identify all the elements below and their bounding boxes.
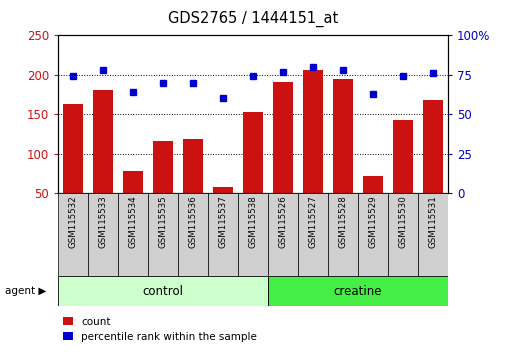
Legend: count, percentile rank within the sample: count, percentile rank within the sample (63, 316, 257, 342)
Bar (417, 193, 447, 276)
Bar (297, 193, 327, 276)
Text: GSM115538: GSM115538 (248, 195, 257, 248)
Text: creatine: creatine (333, 285, 381, 298)
Bar (363, 176, 382, 193)
Text: GSM115534: GSM115534 (128, 195, 137, 248)
Bar (327, 193, 357, 276)
Bar (243, 112, 262, 193)
Bar (208, 193, 237, 276)
Text: GSM115526: GSM115526 (278, 195, 287, 248)
Text: agent ▶: agent ▶ (5, 286, 46, 296)
Text: GSM115530: GSM115530 (397, 195, 407, 248)
Bar (118, 193, 148, 276)
Bar (422, 100, 442, 193)
Bar (153, 141, 173, 193)
Bar (268, 276, 447, 306)
Bar (63, 104, 83, 193)
Bar (178, 193, 208, 276)
Bar (148, 193, 178, 276)
Bar (213, 187, 232, 193)
Text: GSM115536: GSM115536 (188, 195, 197, 248)
Text: GDS2765 / 1444151_at: GDS2765 / 1444151_at (168, 10, 337, 27)
Bar (332, 79, 352, 193)
Bar (183, 138, 203, 193)
Bar (273, 82, 292, 193)
Bar (58, 276, 268, 306)
Text: GSM115533: GSM115533 (98, 195, 108, 248)
Text: GSM115532: GSM115532 (69, 195, 78, 248)
Bar (93, 90, 113, 193)
Bar (268, 193, 297, 276)
Text: GSM115529: GSM115529 (368, 195, 377, 248)
Bar (357, 193, 387, 276)
Text: GSM115527: GSM115527 (308, 195, 317, 248)
Text: GSM115528: GSM115528 (338, 195, 347, 248)
Bar (392, 120, 412, 193)
Bar (58, 193, 88, 276)
Text: GSM115537: GSM115537 (218, 195, 227, 248)
Text: GSM115531: GSM115531 (427, 195, 436, 248)
Bar (302, 70, 322, 193)
Bar (123, 171, 142, 193)
Bar (387, 193, 417, 276)
Bar (88, 193, 118, 276)
Text: control: control (142, 285, 183, 298)
Bar (237, 193, 268, 276)
Text: GSM115535: GSM115535 (158, 195, 167, 248)
